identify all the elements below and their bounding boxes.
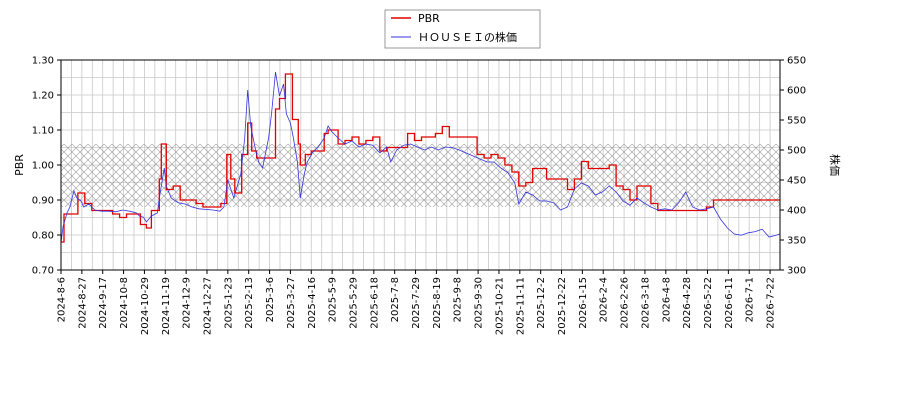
series-line-pbr [61, 73, 780, 243]
x-tick-label: 2025-1-23 [223, 277, 234, 329]
x-tick-label: 2024-12-27 [203, 277, 214, 335]
left-axis-ticks: 0.70 0.80 0.90 1.00 1.10 1.20 1.30 [32, 56, 61, 277]
right-tick-label: 600 [787, 86, 806, 97]
x-tick-label: 2025-9-30 [474, 277, 485, 329]
x-tick-label: 2025-5-9 [328, 277, 339, 322]
x-tick-label: 2026-3-18 [640, 277, 651, 329]
x-tick-label: 2026-7-22 [766, 277, 777, 329]
legend-box [384, 9, 541, 49]
x-tick-label: 2026-2-4 [599, 277, 610, 322]
x-tick-label: 2025-12-22 [557, 277, 568, 335]
x-tick-label: 2025-12-2 [536, 277, 547, 329]
left-tick-label: 1.10 [32, 126, 54, 137]
x-tick-label: 2024-8-6 [57, 277, 68, 322]
series-lines [60, 71, 781, 244]
x-tick-label: 2025-9-8 [453, 277, 464, 322]
left-tick-label: 1.00 [32, 161, 54, 172]
x-tick-label: 2025-3-6 [265, 277, 276, 322]
x-tick-label: 2025-2-13 [244, 277, 255, 329]
left-tick-label: 0.70 [32, 266, 54, 277]
right-tick-label: 450 [787, 176, 806, 187]
x-tick-label: 2025-7-8 [390, 277, 401, 322]
legend: PBR ＨＯＵＳＥＩの株価 [384, 9, 541, 49]
x-tick-label: 2025-5-29 [349, 277, 360, 329]
x-tick-label: 2024-9-17 [98, 277, 109, 329]
left-tick-label: 1.30 [32, 56, 54, 67]
x-tick-label: 2026-4-28 [682, 277, 693, 329]
right-tick-label: 300 [787, 266, 806, 277]
x-tick-label: 2026-1-15 [578, 277, 589, 329]
right-tick-label: 400 [787, 206, 806, 217]
x-tick-label: 2024-11-19 [161, 277, 172, 335]
x-tick-label: 2025-7-29 [411, 277, 422, 329]
x-tick-label: 2024-12-9 [182, 277, 193, 329]
right-tick-label: 550 [787, 116, 806, 127]
x-tick-label: 2024-10-29 [140, 277, 151, 335]
x-tick-label: 2025-8-19 [432, 277, 443, 329]
x-tick-label: 2024-8-27 [77, 277, 88, 329]
left-tick-label: 0.80 [32, 231, 54, 242]
x-tick-label: 2025-10-21 [495, 277, 506, 335]
right-axis-title: 株価 [828, 154, 842, 176]
right-axis-ticks: 300 350 400 450 500 550 600 650 [780, 56, 806, 277]
legend-label-pbr: PBR [418, 12, 440, 25]
x-tick-label: 2026-6-11 [724, 277, 735, 329]
x-tick-label: 2026-5-22 [703, 277, 714, 329]
x-tick-label: 2025-4-16 [307, 277, 318, 329]
x-tick-label: 2024-10-8 [119, 277, 130, 329]
right-tick-label: 500 [787, 146, 806, 157]
left-axis-title: PBR [13, 154, 26, 176]
x-tick-label: 2025-6-18 [369, 277, 380, 329]
x-tick-label: 2025-3-27 [286, 277, 297, 329]
band-fill [61, 144, 780, 207]
reference-band [61, 144, 780, 207]
x-tick-label: 2026-4-8 [661, 277, 672, 322]
left-tick-label: 0.90 [32, 196, 54, 207]
right-tick-label: 350 [787, 236, 806, 247]
right-tick-label: 650 [787, 56, 806, 67]
x-axis-ticks: 2024-8-6 2024-8-27 2024-9-17 2024-10-8 2024-… [57, 270, 777, 335]
x-tick-label: 2026-2-26 [620, 277, 631, 329]
legend-label-price: ＨＯＵＳＥＩの株価 [418, 30, 517, 44]
series-line-price [60, 71, 781, 244]
x-tick-label: 2026-7-1 [745, 277, 756, 322]
left-tick-label: 1.20 [32, 91, 54, 102]
x-tick-label: 2025-11-11 [515, 277, 526, 335]
